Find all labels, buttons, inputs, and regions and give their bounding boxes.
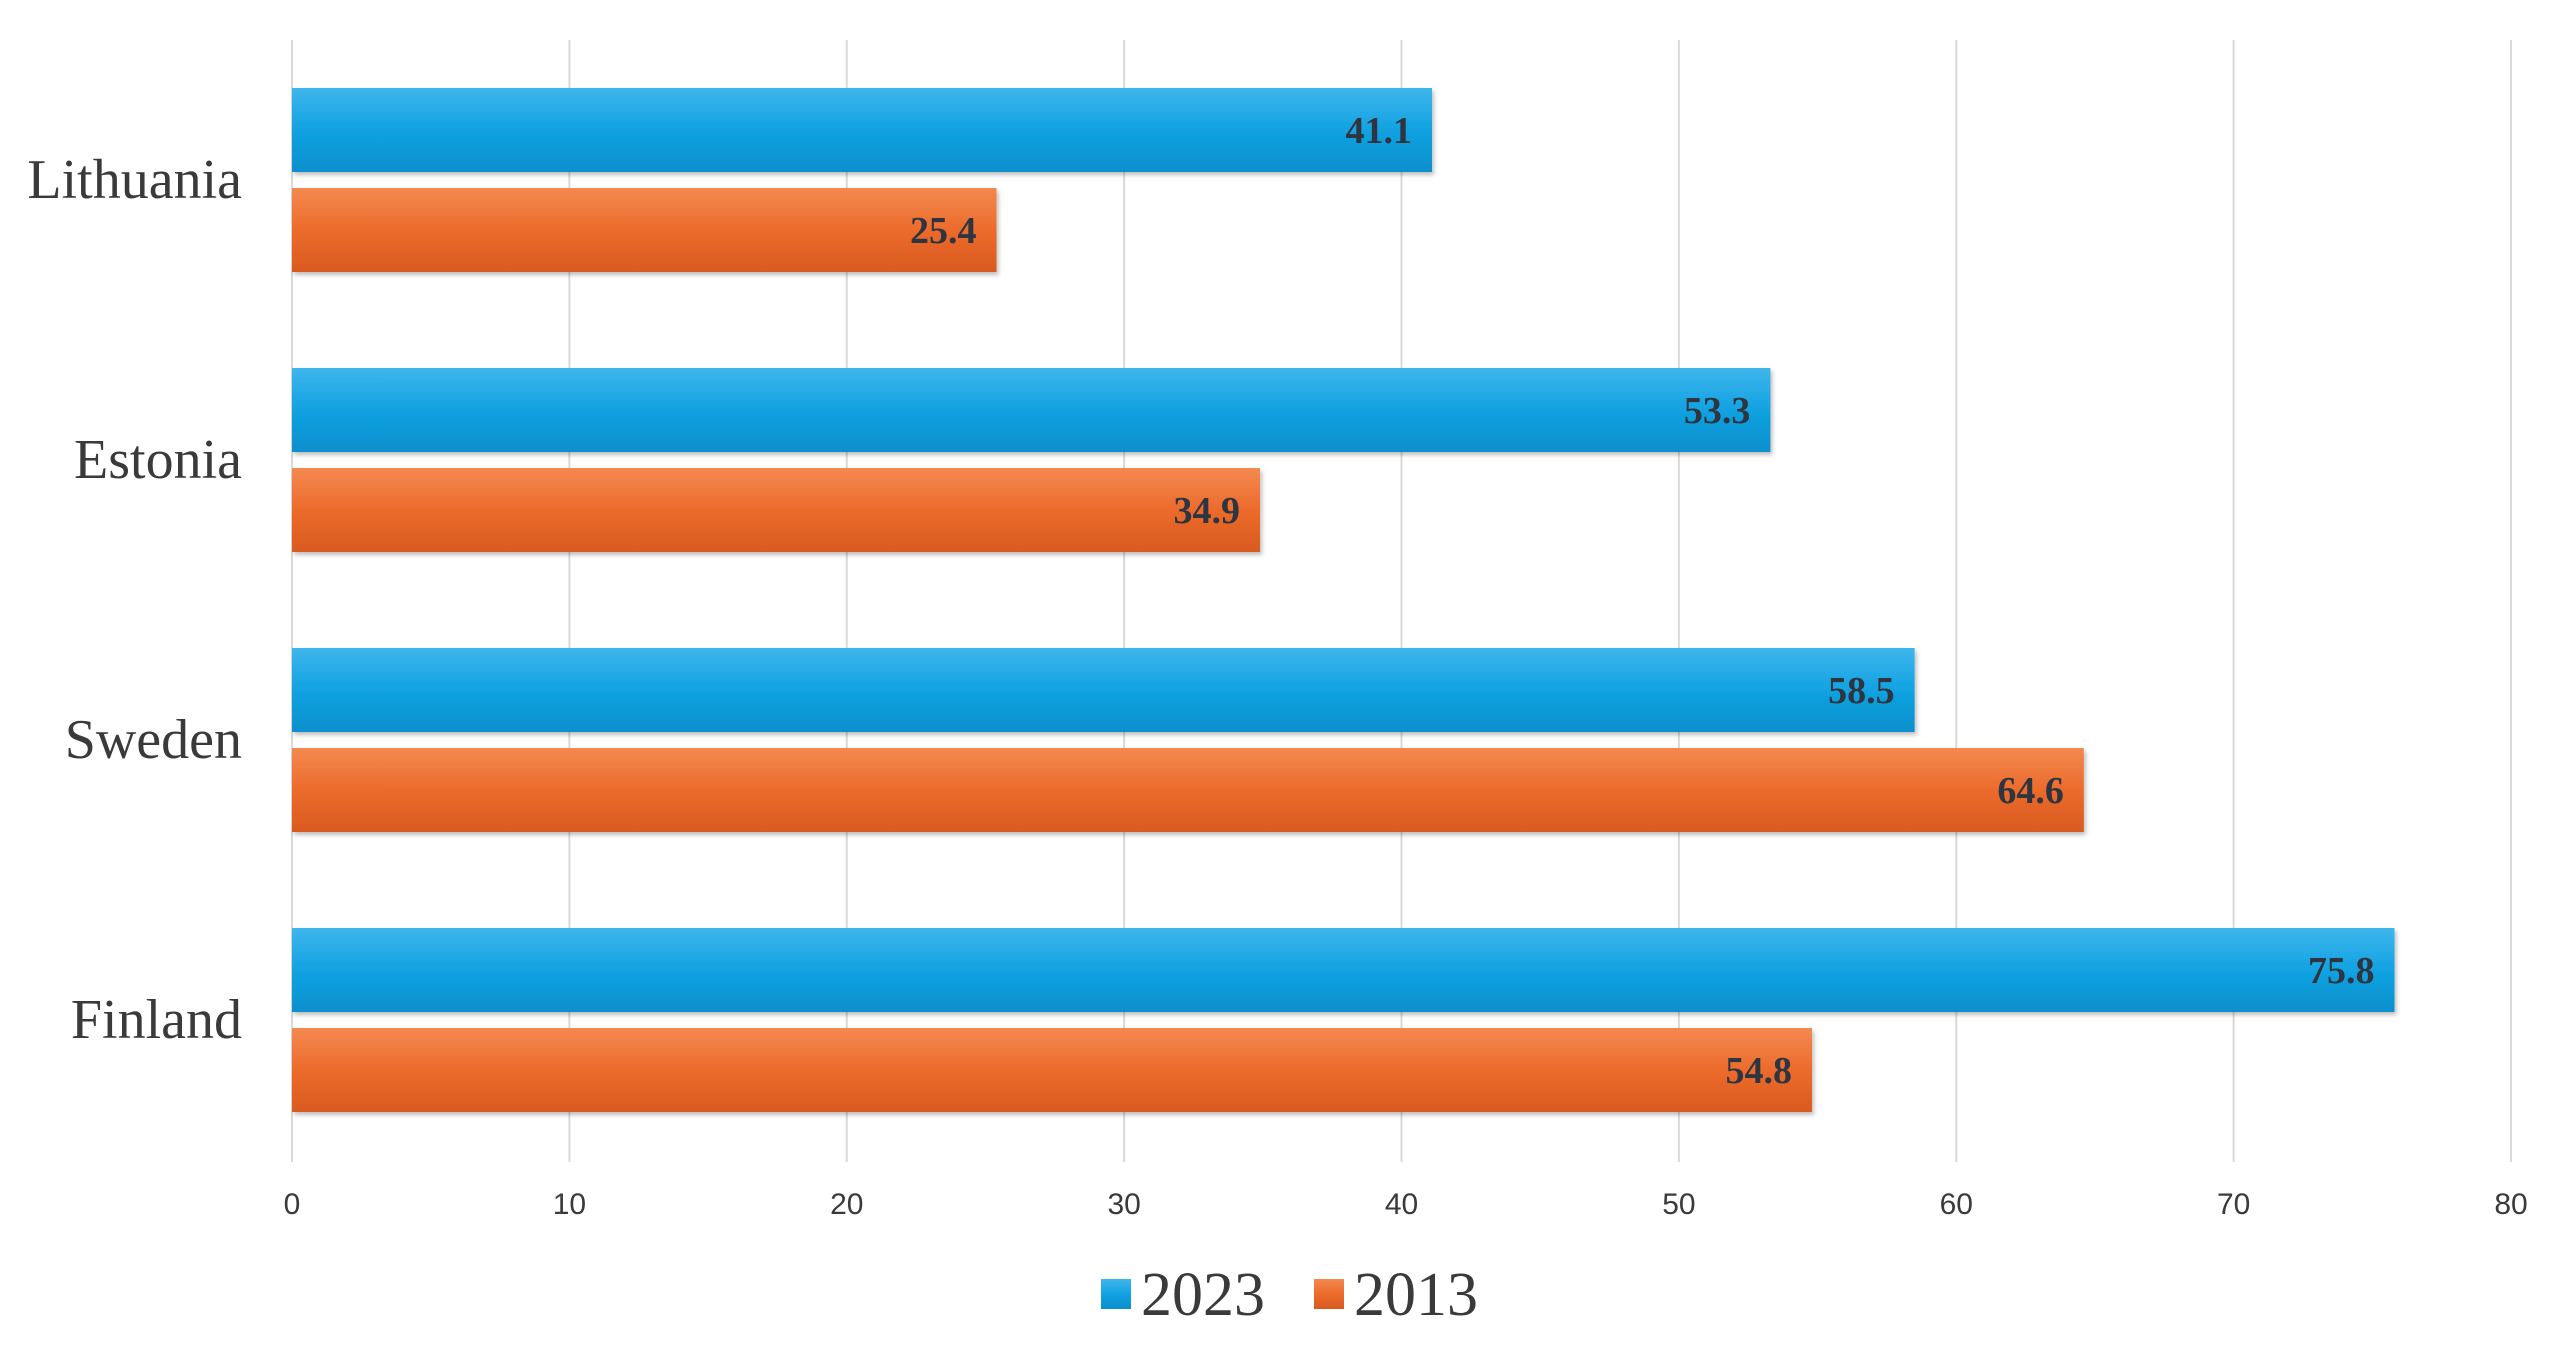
x-tick-label-20: 20 <box>830 1188 863 1221</box>
bars <box>292 88 2395 1112</box>
legend-label-2023: 2023 <box>1141 1261 1265 1329</box>
bar-finland-2023 <box>292 928 2395 1012</box>
bar-sweden-2023 <box>292 648 1915 732</box>
data-label-sweden-2013: 64.6 <box>1997 770 2064 812</box>
x-tick-label-30: 30 <box>1107 1188 1140 1221</box>
x-tick-label-10: 10 <box>553 1188 586 1221</box>
data-label-estonia-2023: 53.3 <box>1684 390 1751 432</box>
data-label-finland-2013: 54.8 <box>1726 1050 1793 1092</box>
x-tick-label-80: 80 <box>2494 1188 2527 1221</box>
data-label-sweden-2023: 58.5 <box>1828 670 1895 712</box>
legend-item-2023: 2023 <box>1101 1261 1265 1329</box>
x-tick-label-50: 50 <box>1662 1188 1695 1221</box>
bar-estonia-2013 <box>292 468 1261 552</box>
legend-item-2013: 2013 <box>1314 1261 1478 1329</box>
legend-label-2013: 2013 <box>1354 1261 1478 1329</box>
legend-swatch-2023 <box>1101 1279 1131 1309</box>
bar-sweden-2013 <box>292 748 2084 832</box>
category-label-estonia: Estonia <box>74 429 242 491</box>
legend-swatch-2013 <box>1314 1279 1344 1309</box>
legend: 2023 2013 <box>1101 1261 1478 1329</box>
bar-estonia-2023 <box>292 368 1771 452</box>
data-label-lithuania-2023: 41.1 <box>1346 110 1413 152</box>
x-tick-label-0: 0 <box>284 1188 301 1221</box>
bar-lithuania-2023 <box>292 88 1433 172</box>
category-label-lithuania: Lithuania <box>27 149 242 211</box>
category-label-finland: Finland <box>71 989 242 1051</box>
category-axis: Lithuania Estonia Sweden Finland <box>27 149 242 1051</box>
bar-finland-2013 <box>292 1028 1813 1112</box>
data-label-estonia-2013: 34.9 <box>1174 490 1241 532</box>
bar-lithuania-2013 <box>292 188 997 272</box>
x-tick-label-60: 60 <box>1940 1188 1973 1221</box>
category-label-sweden: Sweden <box>65 709 242 771</box>
x-tick-label-40: 40 <box>1385 1188 1418 1221</box>
data-labels: 41.1 25.4 53.3 34.9 58.5 64.6 75.8 54.8 <box>910 110 2374 1092</box>
value-axis: 0 10 20 30 40 50 60 70 80 <box>284 1188 2528 1221</box>
x-tick-label-70: 70 <box>2217 1188 2250 1221</box>
data-label-finland-2023: 75.8 <box>2308 950 2375 992</box>
data-label-lithuania-2013: 25.4 <box>910 210 977 252</box>
